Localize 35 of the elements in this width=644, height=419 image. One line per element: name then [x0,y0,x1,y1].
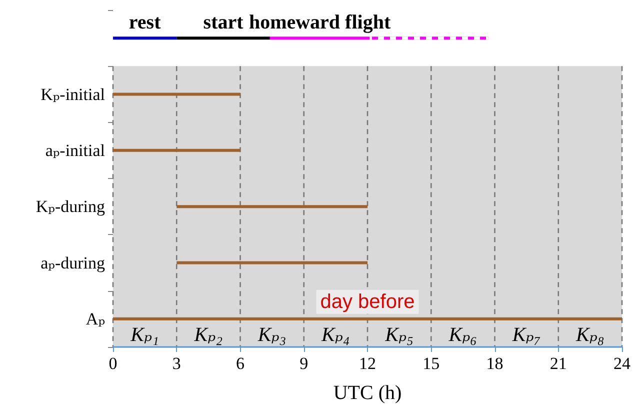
annotation: day before [320,290,415,313]
annotation: Kₚ₆ [448,324,478,346]
annotation: Kₚ₂ [193,324,223,346]
annotation: Kₚ₁ [130,324,159,346]
y-tick-label: aₚ-during [40,253,106,272]
series-label: rest [128,12,162,34]
bar [176,205,368,208]
x-tick-label: 0 [108,354,118,373]
y-tick-label: aₚ-initial [45,140,106,160]
annotation: Kₚ₃ [256,324,286,346]
x-tick-label: 18 [486,354,504,373]
annotation: Kₚ₈ [575,324,604,346]
bar [113,148,240,152]
x-tick-label: 24 [614,354,631,373]
annotation: Kₚ₄ [320,324,350,346]
x-tick-label: 3 [172,354,181,373]
bar [176,36,270,40]
y-tick-label: Aₚ [86,309,106,328]
x-tick-label: 12 [359,354,376,373]
bar [113,36,177,40]
y-tick-label: Kₚ-during [36,197,106,216]
bar [176,261,368,264]
series-label: homeward flight [248,12,391,34]
bar [113,317,622,320]
x-tick-label: 15 [422,354,440,373]
series-label: start [203,12,244,34]
x-axis-title: UTC (h) [333,382,402,404]
x-tick-label: 9 [300,354,308,373]
x-tick-label: 21 [550,354,567,373]
x-tick-label: 6 [236,354,244,373]
bar [270,36,370,40]
y-tick-label: Kₚ-initial [40,84,106,104]
annotation: Kₚ₇ [511,324,541,346]
annotation: Kₚ₅ [384,324,414,346]
bar [113,92,240,96]
